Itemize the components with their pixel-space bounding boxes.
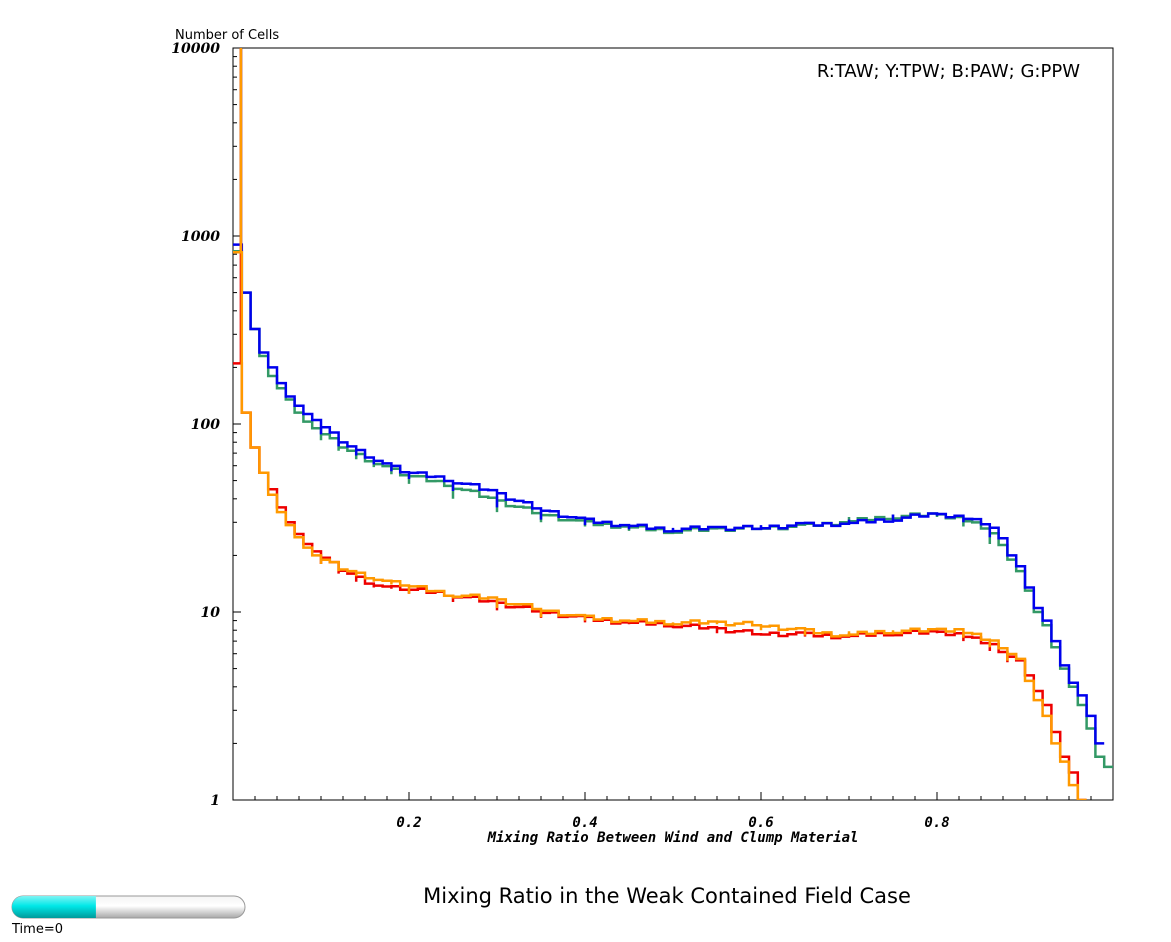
x-tick-label: 0.4 [572, 815, 597, 831]
series-line-tpw [233, 48, 1087, 800]
time-label: Time=0 [11, 922, 63, 937]
x-axis-ticks: 0.2 0.4 0.6 0.8 [254, 792, 1092, 831]
time-slider-fill [12, 896, 96, 918]
y-tick-label: 100 [191, 417, 220, 433]
y-tick-label: 10 [201, 605, 221, 621]
time-slider[interactable]: Time=0 [11, 895, 246, 937]
y-axis-ticks: 10000 1000 100 10 1 [171, 41, 241, 809]
chart-title: Mixing Ratio in the Weak Contained Field… [423, 884, 911, 908]
plot-frame [232, 47, 1114, 801]
x-tick-label: 0.6 [748, 815, 773, 831]
y-tick-label: 1 [210, 793, 220, 809]
series-line-paw [233, 48, 1105, 745]
x-tick-label: 0.8 [924, 815, 949, 831]
legend-text: R:TAW; Y:TPW; B:PAW; G:PPW [817, 61, 1080, 82]
y-tick-label: 1000 [181, 229, 220, 245]
y-tick-label: 10000 [171, 41, 220, 57]
y-axis-label: Number of Cells [175, 28, 279, 43]
x-axis-label: Mixing Ratio Between Wind and Clump Mate… [487, 830, 859, 846]
series-line-ppw [233, 48, 1113, 769]
x-tick-label: 0.2 [396, 815, 421, 831]
series-layer [233, 48, 1113, 800]
series-line-taw [233, 48, 1087, 800]
